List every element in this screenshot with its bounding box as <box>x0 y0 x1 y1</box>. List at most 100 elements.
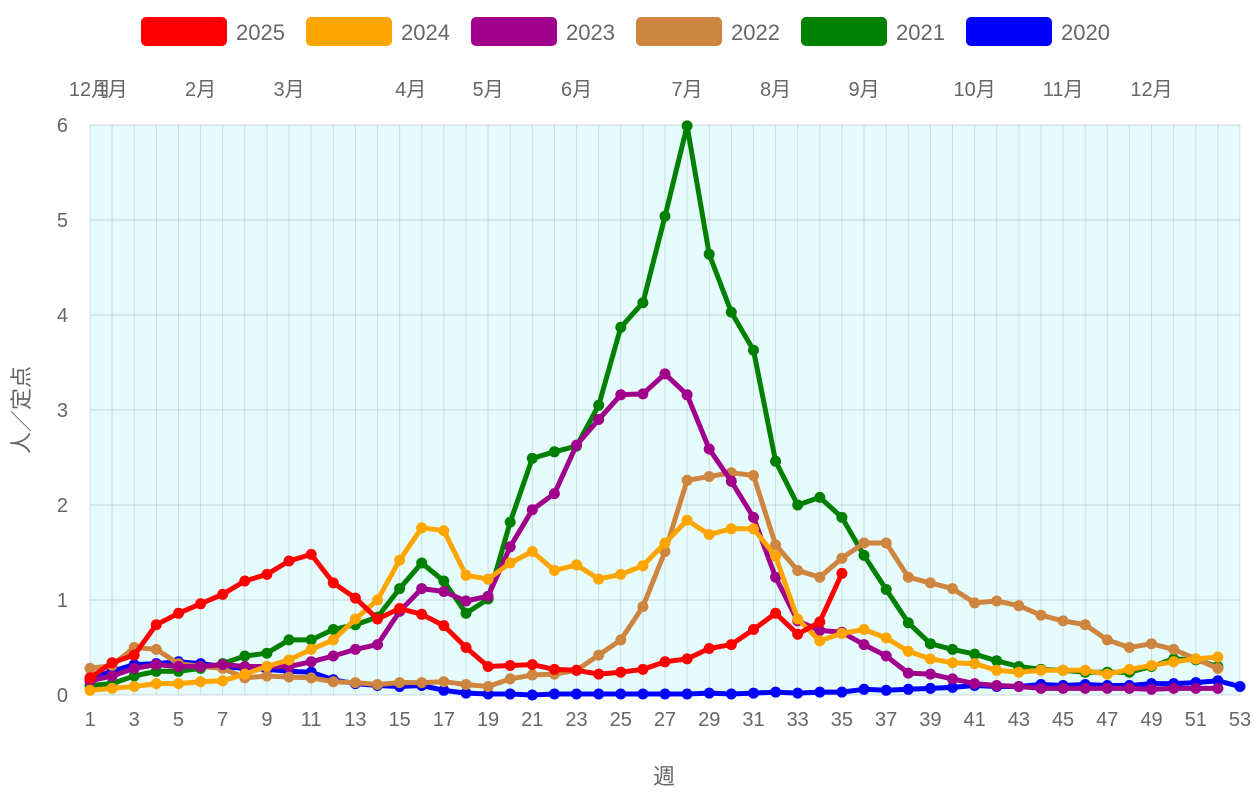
data-point <box>615 666 627 678</box>
data-point <box>128 681 140 692</box>
data-point <box>1013 666 1025 678</box>
x-tick-label: 13 <box>344 709 366 731</box>
data-point <box>438 620 450 632</box>
data-point <box>460 569 472 581</box>
data-point <box>880 632 892 644</box>
data-point <box>659 656 671 668</box>
data-point <box>836 686 848 698</box>
data-point <box>504 516 516 528</box>
data-point <box>637 663 649 675</box>
data-point <box>283 634 295 646</box>
data-point <box>659 368 671 380</box>
data-point <box>173 661 184 672</box>
data-point <box>770 686 782 698</box>
data-point <box>969 678 981 690</box>
data-point <box>1168 656 1180 668</box>
data-point <box>814 491 826 503</box>
data-point <box>969 597 981 609</box>
data-point <box>1013 681 1025 692</box>
data-point <box>792 499 804 511</box>
data-point <box>239 668 251 680</box>
data-point <box>924 577 936 589</box>
data-point <box>106 670 118 682</box>
data-point <box>526 452 538 464</box>
data-point <box>571 559 582 571</box>
data-point <box>504 660 516 671</box>
legend-swatch <box>306 17 392 46</box>
data-point <box>327 634 339 646</box>
x-tick-label: 17 <box>433 709 455 731</box>
x-tick-label: 21 <box>521 709 543 731</box>
month-label: 1月 <box>97 79 128 101</box>
data-point <box>1079 682 1091 694</box>
data-point <box>438 586 450 597</box>
data-point <box>327 624 339 635</box>
data-point <box>880 537 892 549</box>
data-point <box>1212 662 1224 674</box>
legend-item-2020: 2020 <box>966 17 1110 46</box>
data-point <box>991 680 1003 691</box>
data-point <box>615 389 627 401</box>
data-point <box>1057 615 1069 627</box>
data-point <box>261 661 273 672</box>
x-tick-label: 23 <box>565 709 587 731</box>
legend-label: 2021 <box>896 20 945 45</box>
data-point <box>327 650 339 662</box>
x-tick-label: 41 <box>963 709 985 731</box>
data-point <box>217 588 229 600</box>
data-point <box>482 573 494 585</box>
data-point <box>526 546 538 557</box>
data-point <box>814 635 826 647</box>
data-point <box>460 642 472 653</box>
data-point <box>305 548 317 560</box>
legend-swatch <box>966 17 1052 46</box>
data-point <box>1101 682 1113 694</box>
data-point <box>1057 664 1069 676</box>
data-point <box>681 653 693 665</box>
x-tick-label: 49 <box>1140 709 1162 731</box>
data-point <box>239 650 251 662</box>
data-point <box>261 670 273 682</box>
data-point <box>725 475 737 487</box>
month-label: 2月 <box>185 79 216 101</box>
series-line-2023 <box>87 371 1221 692</box>
data-point <box>1146 683 1157 695</box>
x-tick-label: 11 <box>301 709 322 731</box>
month-label: 10月 <box>953 79 995 101</box>
data-point <box>504 673 516 685</box>
data-point <box>217 659 229 671</box>
data-point <box>460 607 472 619</box>
data-point <box>1123 682 1135 694</box>
x-tick-label: 37 <box>875 709 897 731</box>
data-point <box>394 554 406 566</box>
x-tick-label: 31 <box>742 709 764 731</box>
data-point <box>1190 682 1202 694</box>
data-point <box>969 648 981 660</box>
data-point <box>1212 675 1224 687</box>
data-point <box>327 577 339 589</box>
data-point <box>548 663 560 675</box>
y-tick-label: 1 <box>57 590 68 612</box>
legend-label: 2022 <box>731 20 780 45</box>
month-label: 12月 <box>69 79 111 101</box>
data-point <box>902 683 914 695</box>
data-point <box>1212 682 1224 694</box>
data-point <box>681 688 693 700</box>
legend-swatch <box>636 17 722 46</box>
data-point <box>659 537 671 549</box>
legend-item-2022: 2022 <box>636 17 780 46</box>
data-point <box>637 388 649 400</box>
data-point <box>416 677 428 689</box>
legend-label: 2025 <box>236 20 285 45</box>
data-point <box>637 560 649 572</box>
data-point <box>880 650 892 662</box>
data-point <box>150 619 162 631</box>
data-point <box>924 638 936 650</box>
data-point <box>814 616 826 628</box>
legend-swatch <box>801 17 887 46</box>
data-point <box>748 523 759 535</box>
data-point <box>128 649 140 661</box>
data-point <box>372 679 383 690</box>
data-point <box>770 455 782 467</box>
y-tick-label: 6 <box>57 115 68 137</box>
